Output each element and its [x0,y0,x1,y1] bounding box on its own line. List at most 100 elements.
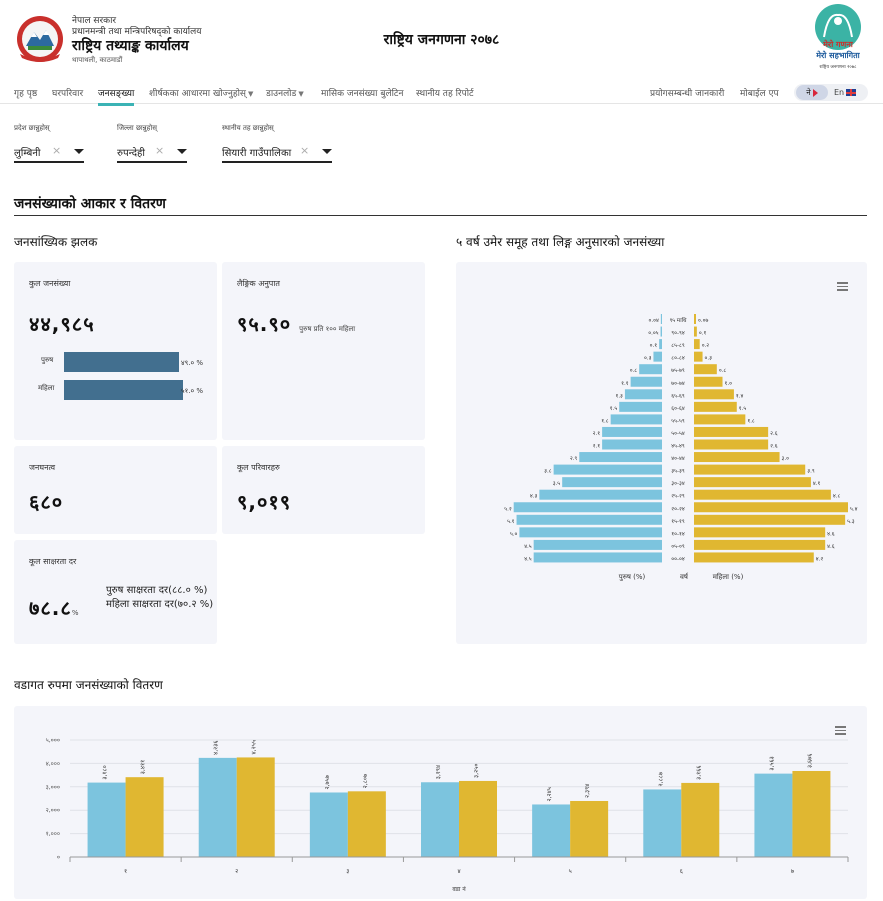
chevron-down-icon[interactable] [322,149,332,154]
pyramid-female-data-label: ०.३ [705,356,713,362]
nav-home[interactable]: गृह पृष्ठ [14,89,38,99]
ward-x-axis-label: वडा नं [452,886,466,893]
ward-male-bar [421,782,459,857]
language-toggle[interactable]: ने En [794,84,868,101]
pyramid-male-data-label: २.१ [593,431,601,437]
hamburger-menu-icon[interactable] [835,726,846,735]
pyramid-female-bar [694,439,769,450]
chevron-down-icon[interactable] [177,149,187,154]
pyramid-male-bar [539,489,662,500]
pyramid-female-data-label: ५.३ [847,519,855,525]
nav-mobile-app[interactable]: मोबाईल एप [740,89,779,99]
male-literacy: पुरुष साक्षरता दर(८८.० %) [106,585,208,596]
population-pyramid-chart: ०.०४ ०.०७ ९५ माथि ०.०५ ०.१ ९०-९४ ०.१ ०.२ ८५-८९ ०.… [504,314,858,581]
province-select[interactable]: लुम्बिनी × [14,141,84,163]
lang-nepali-button[interactable]: ने [796,85,828,100]
ward-female-data-label: ३,४११ [140,760,147,774]
pyramid-male-data-label: ५.० [510,531,518,537]
pyramid-female-bar [694,426,769,437]
pyramid-male-data-label: २.१ [593,444,601,450]
ward-female-data-label: ४,२५५ [251,740,258,754]
chevron-down-icon[interactable] [74,149,84,154]
nav-households[interactable]: घरपरिवार [52,89,84,99]
pyramid-female-bar [694,464,806,475]
pyramid-age-tick-label: ९०-९४ [671,331,685,337]
ward-male-bar [643,789,682,857]
pyramid-female-bar [694,514,846,525]
pyramid-male-bar [533,539,662,550]
local-level-select[interactable]: सियारी गाउँपालिका × [222,141,332,163]
density-card: जनघनत्व ६८० [14,446,217,534]
clear-x-icon[interactable]: × [155,144,165,157]
pyramid-male-bar [619,401,662,412]
nav-search-by-topic[interactable]: शीर्षकका आधारमा खोज्नुहोस् ▼ [149,89,254,99]
pyramid-female-data-label: ४.१ [813,481,821,487]
pyramid-female-bar [694,489,831,500]
pyramid-female-data-label: ३.९ [807,469,815,475]
ward-population-chart: ० १,००० २,००० ३,००० ४,००० ५,००० ३,१८० ३,४११ १ ४,२… [46,737,849,893]
section-divider [14,215,867,216]
local-level-value: सियारी गाउँपालिका [222,148,292,159]
clear-x-icon[interactable]: × [52,144,62,157]
province-value: लुम्बिनी [14,148,41,159]
ward-male-bar [198,757,237,857]
pyramid-male-data-label: ५.१ [507,519,515,525]
pyramid-male-data-label: १.१ [621,381,629,387]
logo-line3: राष्ट्रिय जनगणना २०७८ [820,63,858,70]
ward-chart-title: वडागत रुपमा जनसंख्याको वितरण [14,678,163,692]
pyramid-male-data-label: ३.५ [553,481,561,487]
clear-x-icon[interactable]: × [300,144,310,157]
ward-y-tick-label: ४,००० [46,760,60,767]
nepal-emblem-icon[interactable] [14,14,66,64]
nav-download[interactable]: डाउनलोड ▼ [266,89,304,99]
ward-x-tick-label: २ [235,868,238,875]
pyramid-male-bar [562,477,662,488]
pyramid-male-bar [659,339,662,350]
sex-ratio-card: लैङ्गिक अनुपात ९५.९० पुरुष प्रति १०० महि… [222,262,425,440]
pyramid-male-axis-label: पुरुष (%) [619,573,646,581]
pyramid-female-data-label: ४.६ [827,531,835,537]
ward-female-bar [570,800,609,857]
pyramid-female-data-label: ०.८ [719,368,727,374]
ward-male-data-label: ३,१९४ [435,765,442,779]
pyramid-female-data-label: ०.२ [702,343,710,349]
uk-flag-icon [846,89,857,96]
households-card: कूल परिवारहरु ९,०१९ [222,446,425,534]
pyramid-female-bar [694,477,811,488]
pyramid-age-tick-label: ९५ माथि [669,317,687,324]
ward-male-data-label: २,२४५ [546,787,553,801]
pyramid-male-bar [513,502,662,513]
pyramid-female-axis-label: महिला (%) [713,572,744,581]
sex-ratio-unit: पुरुष प्रति १०० महिला [299,325,356,333]
nav-population[interactable]: जनसङ्ख्या [98,86,135,106]
lang-english-button[interactable]: En [834,85,857,100]
female-share-bar [64,380,184,400]
pyramid-male-bar [660,314,662,324]
pyramid-male-bar [630,376,662,387]
district-select[interactable]: रुपन्देही × [117,141,187,163]
ward-female-data-label: ३,६७६ [806,754,813,768]
male-bar-label: पुरुष [41,356,54,364]
literacy-card: कूल साक्षरता दर ७८.८% पुरुष साक्षरता दर(… [14,540,217,644]
pyramid-female-data-label: ०.१ [699,331,707,337]
nav-usage-info[interactable]: प्रयोगसम्बन्धी जानकारी [650,89,725,99]
pyramid-male-bar [610,414,662,425]
pyramid-female-bar [694,552,814,563]
ward-chart-panel: ० १,००० २,००० ३,००० ४,००० ५,००० ३,१८० ३,४११ १ ४,२… [14,706,867,899]
ward-female-data-label: ३,२५० [473,764,480,778]
card-label: लैङ्गिक अनुपात [237,279,280,288]
ward-y-tick-label: १,००० [46,831,60,838]
chevron-down-icon: ▼ [248,90,254,98]
pyramid-age-tick-label: ७०-७४ [671,381,685,387]
pyramid-male-data-label: १.८ [601,418,609,424]
hamburger-menu-icon[interactable] [837,282,848,291]
nav-local-level-report[interactable]: स्थानीय तह रिपोर्ट [416,89,474,99]
main-nav: गृह पृष्ठ घरपरिवार जनसङ्ख्या शीर्षकका आध… [0,80,883,106]
census-logo-icon[interactable]: मेरो गणना मेरो सहभागिता राष्ट्रिय जनगणना… [808,3,868,73]
pyramid-age-tick-label: ०५-०९ [671,544,685,550]
ward-male-data-label: ४,२३६ [213,740,220,754]
nav-monthly-bulletin[interactable]: मासिक जनसंख्या बुलेटिन [321,89,404,99]
office-name: राष्ट्रिय तथ्याङ्क कार्यालय [72,38,189,54]
ward-male-data-label: २,७५७ [324,775,331,789]
sex-ratio-value: ९५.९० पुरुष प्रति १०० महिला [237,312,356,336]
